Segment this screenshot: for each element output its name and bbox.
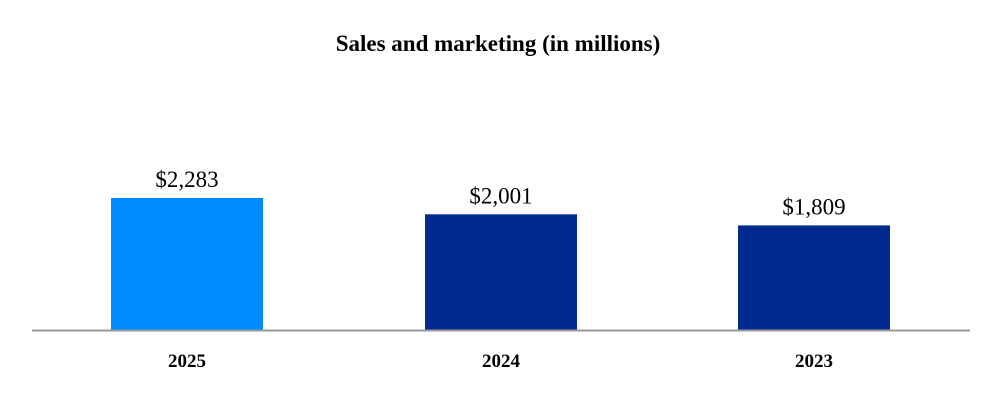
data-label-2024: $2,001 bbox=[469, 183, 532, 208]
x-tick-label-2025: 2025 bbox=[168, 351, 206, 372]
bar-2025 bbox=[111, 198, 263, 330]
x-tick-label-2023: 2023 bbox=[795, 351, 833, 372]
data-label-2025: $2,283 bbox=[155, 167, 218, 192]
chart-title: Sales and marketing (in millions) bbox=[336, 31, 661, 56]
data-label-2023: $1,809 bbox=[782, 194, 845, 219]
bar-2023 bbox=[738, 225, 890, 330]
x-tick-label-2024: 2024 bbox=[482, 351, 521, 372]
bar-2024 bbox=[425, 214, 577, 330]
